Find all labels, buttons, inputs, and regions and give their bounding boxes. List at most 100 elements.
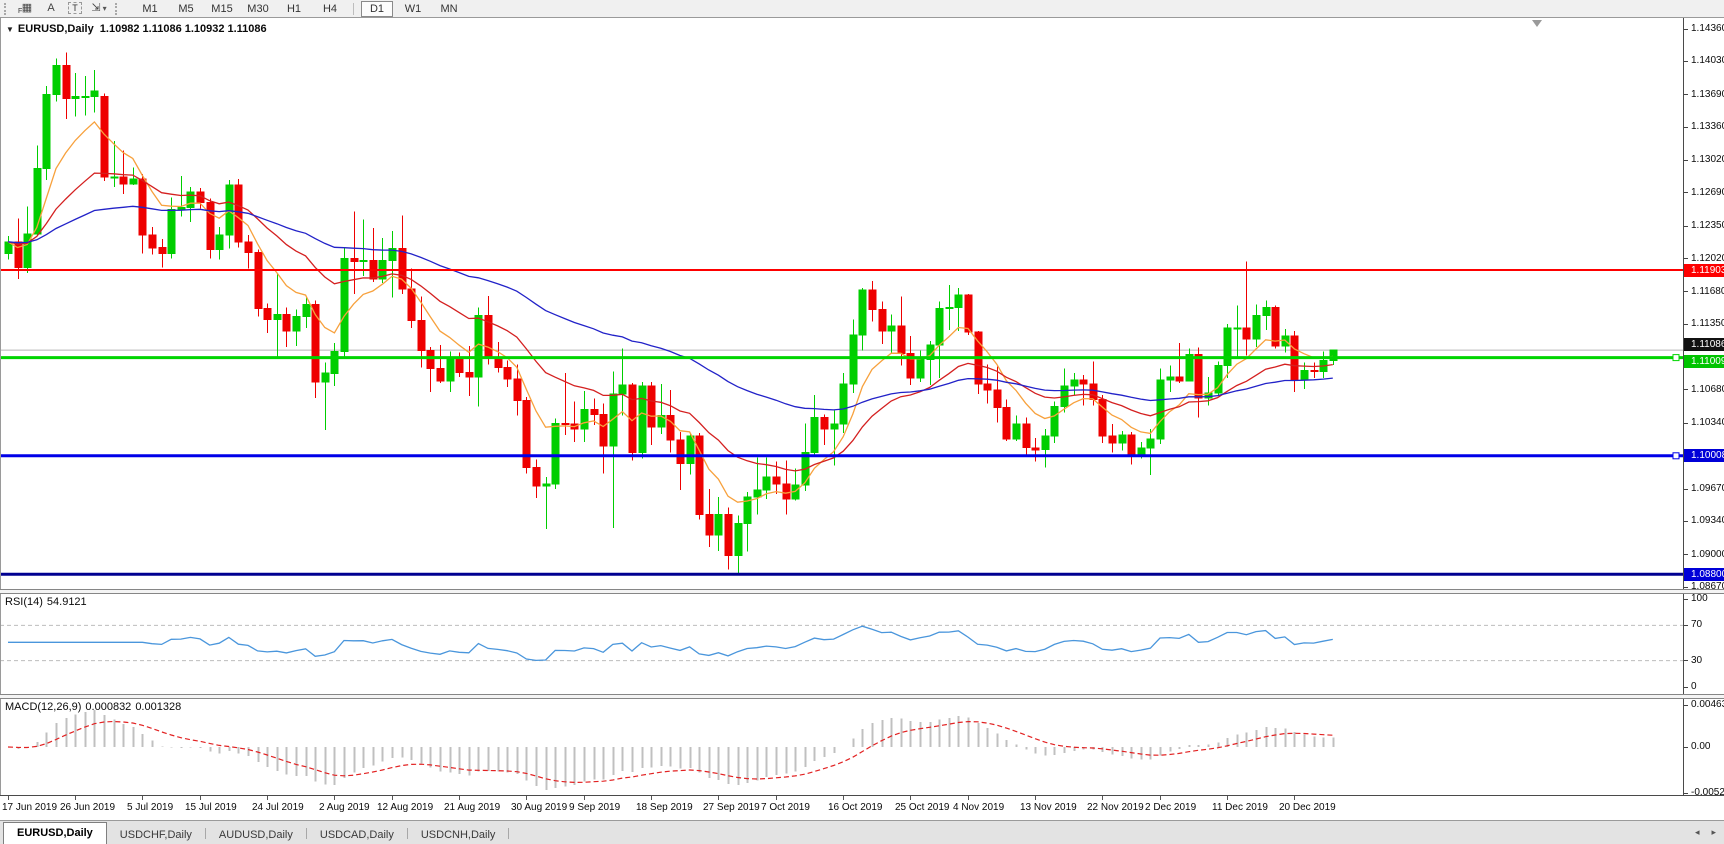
price-tick-label: 70: [1691, 619, 1703, 631]
date-label: 9 Sep 2019: [569, 802, 621, 813]
tab-separator: [204, 828, 206, 839]
resistance-red-badge: 1.11903: [1684, 263, 1724, 277]
date-tick: [910, 796, 911, 800]
date-tick: [1160, 796, 1161, 800]
chart-tab-eurusd[interactable]: EURUSD,Daily: [3, 822, 107, 844]
chart-tab-audusd[interactable]: AUDUSD,Daily: [218, 829, 293, 841]
date-label: 25 Oct 2019: [895, 802, 950, 813]
timeframe-button-m5[interactable]: M5: [178, 2, 194, 15]
bear-candle-body: [282, 313, 291, 332]
rsi-value: 54.9121: [46, 596, 87, 608]
bull-candle-body: [762, 476, 771, 491]
toolbar-grip[interactable]: [4, 2, 9, 15]
text-box-icon[interactable]: T: [66, 1, 84, 16]
bull-candle-body: [1118, 434, 1127, 444]
axis-tick: [1684, 598, 1688, 600]
bear-candle-body: [1175, 376, 1184, 382]
date-tick: [651, 796, 652, 800]
bear-candle-body: [772, 476, 781, 485]
panel-splitter[interactable]: [0, 694, 1724, 699]
chart-frame-bottom: [0, 795, 1724, 796]
bull-candle-body: [551, 422, 560, 485]
tabs-scroll-left-icon[interactable]: ◂: [1694, 827, 1700, 837]
chart-tab-usdchf[interactable]: USDCHF,Daily: [119, 829, 192, 841]
price-tick-label: 1.10340: [1691, 417, 1724, 429]
arrow-tools-icon[interactable]: ⇲ ▾: [90, 1, 108, 16]
bull-candle-body: [1185, 354, 1194, 382]
bull-candle-body: [714, 514, 723, 536]
bull-candle-body: [849, 334, 858, 385]
bull-candle-body: [388, 248, 397, 261]
chart-tab-usdcnh[interactable]: USDCNH,Daily: [420, 829, 496, 841]
axis-tick: [1684, 554, 1688, 556]
date-label: 17 Jun 2019: [2, 802, 58, 813]
chart-window-icon[interactable]: ▦ F: [18, 1, 36, 16]
macd-name: MACD(12,26,9): [5, 701, 82, 713]
date-label: 11 Dec 2019: [1212, 802, 1268, 813]
bear-candle-body: [407, 288, 416, 321]
axis-tick: [1684, 792, 1688, 794]
chart-menu-arrow-icon[interactable]: ▼: [6, 25, 14, 34]
macd-signal-value: 0.001328: [135, 701, 182, 713]
date-tick: [718, 796, 719, 800]
timeframe-button-d1[interactable]: D1: [361, 0, 393, 17]
bull-candle-body: [810, 416, 819, 454]
chart-tab-usdcad[interactable]: USDCAD,Daily: [319, 829, 394, 841]
price-tick-label: 1.13690: [1691, 88, 1724, 100]
chart-frame-left: [0, 18, 1, 795]
bear-candle-body: [647, 385, 656, 428]
price-tick-label: -0.00529: [1691, 787, 1724, 798]
text-label-icon[interactable]: A: [42, 1, 60, 16]
bear-candle-body: [311, 304, 320, 383]
date-label: 18 Sep 2019: [636, 802, 693, 813]
timeframe-button-m30[interactable]: M30: [247, 2, 269, 15]
time-axis[interactable]: 17 Jun 2019 26 Jun 2019 5 Jul 2019 15 Jul 2…: [0, 796, 1683, 820]
support-blue-handle[interactable]: [1672, 452, 1680, 460]
axis-tick: [1684, 624, 1688, 626]
bear-candle-body: [1031, 447, 1040, 451]
bull-candle-body: [1156, 379, 1165, 440]
bear-candle-body: [695, 435, 704, 515]
text-label-glyph: A: [47, 2, 55, 14]
macd-indicator-label: MACD(12,26,9) 0.000832 0.001328: [5, 701, 185, 713]
text-box-glyph: T: [68, 2, 82, 14]
price-axis[interactable]: 1.14360 1.14030 1.13690 1.13360 1.13020 1.126…: [1683, 18, 1724, 798]
timeframe-button-w1[interactable]: W1: [404, 2, 422, 15]
date-label: 5 Jul 2019: [127, 802, 174, 813]
rsi-name: RSI(14): [5, 596, 43, 608]
price-tick-label: 0.00463: [1691, 699, 1724, 710]
price-tick-label: 1.13020: [1691, 154, 1724, 166]
timeframe-button-h1[interactable]: H1: [286, 2, 302, 15]
date-label: 27 Sep 2019: [703, 802, 760, 813]
axis-tick: [1684, 192, 1688, 194]
support-green-handle[interactable]: [1672, 354, 1680, 362]
timeframe-button-m15[interactable]: M15: [211, 2, 233, 15]
axis-tick: [1684, 126, 1688, 128]
bull-candle-body: [743, 496, 752, 524]
timeframe-button-mn[interactable]: MN: [440, 2, 458, 15]
tabs-scroll-right-icon[interactable]: ▸: [1711, 827, 1716, 837]
axis-tick: [1684, 323, 1688, 325]
bear-candle-body: [350, 258, 359, 262]
bull-candle-body: [753, 489, 762, 498]
bull-candle-body: [446, 359, 455, 382]
bull-candle-body: [129, 178, 138, 185]
bear-candle-body: [455, 359, 464, 373]
bear-candle-body: [906, 353, 915, 379]
dropdown-caret-icon[interactable]: ▾: [102, 4, 107, 13]
bear-candle-body: [1022, 423, 1031, 449]
bull-candle-body: [1214, 364, 1223, 394]
bear-candle-body: [964, 294, 973, 333]
macd-signal-line: [7, 720, 1333, 784]
price-tick-label: 0.00: [1691, 741, 1711, 752]
panel-splitter[interactable]: [0, 589, 1724, 594]
bear-candle-body: [782, 483, 791, 500]
toolbar-grip[interactable]: [115, 2, 120, 15]
timeframe-button-m1[interactable]: M1: [142, 2, 158, 15]
chart-grid-sub: F: [18, 8, 23, 15]
ohlc-open: 1.10982: [99, 23, 140, 35]
rsi-line: [8, 625, 1333, 662]
bull-candle-body: [90, 90, 99, 98]
date-label: 22 Nov 2019: [1087, 802, 1144, 813]
timeframe-button-h4[interactable]: H4: [322, 2, 338, 15]
